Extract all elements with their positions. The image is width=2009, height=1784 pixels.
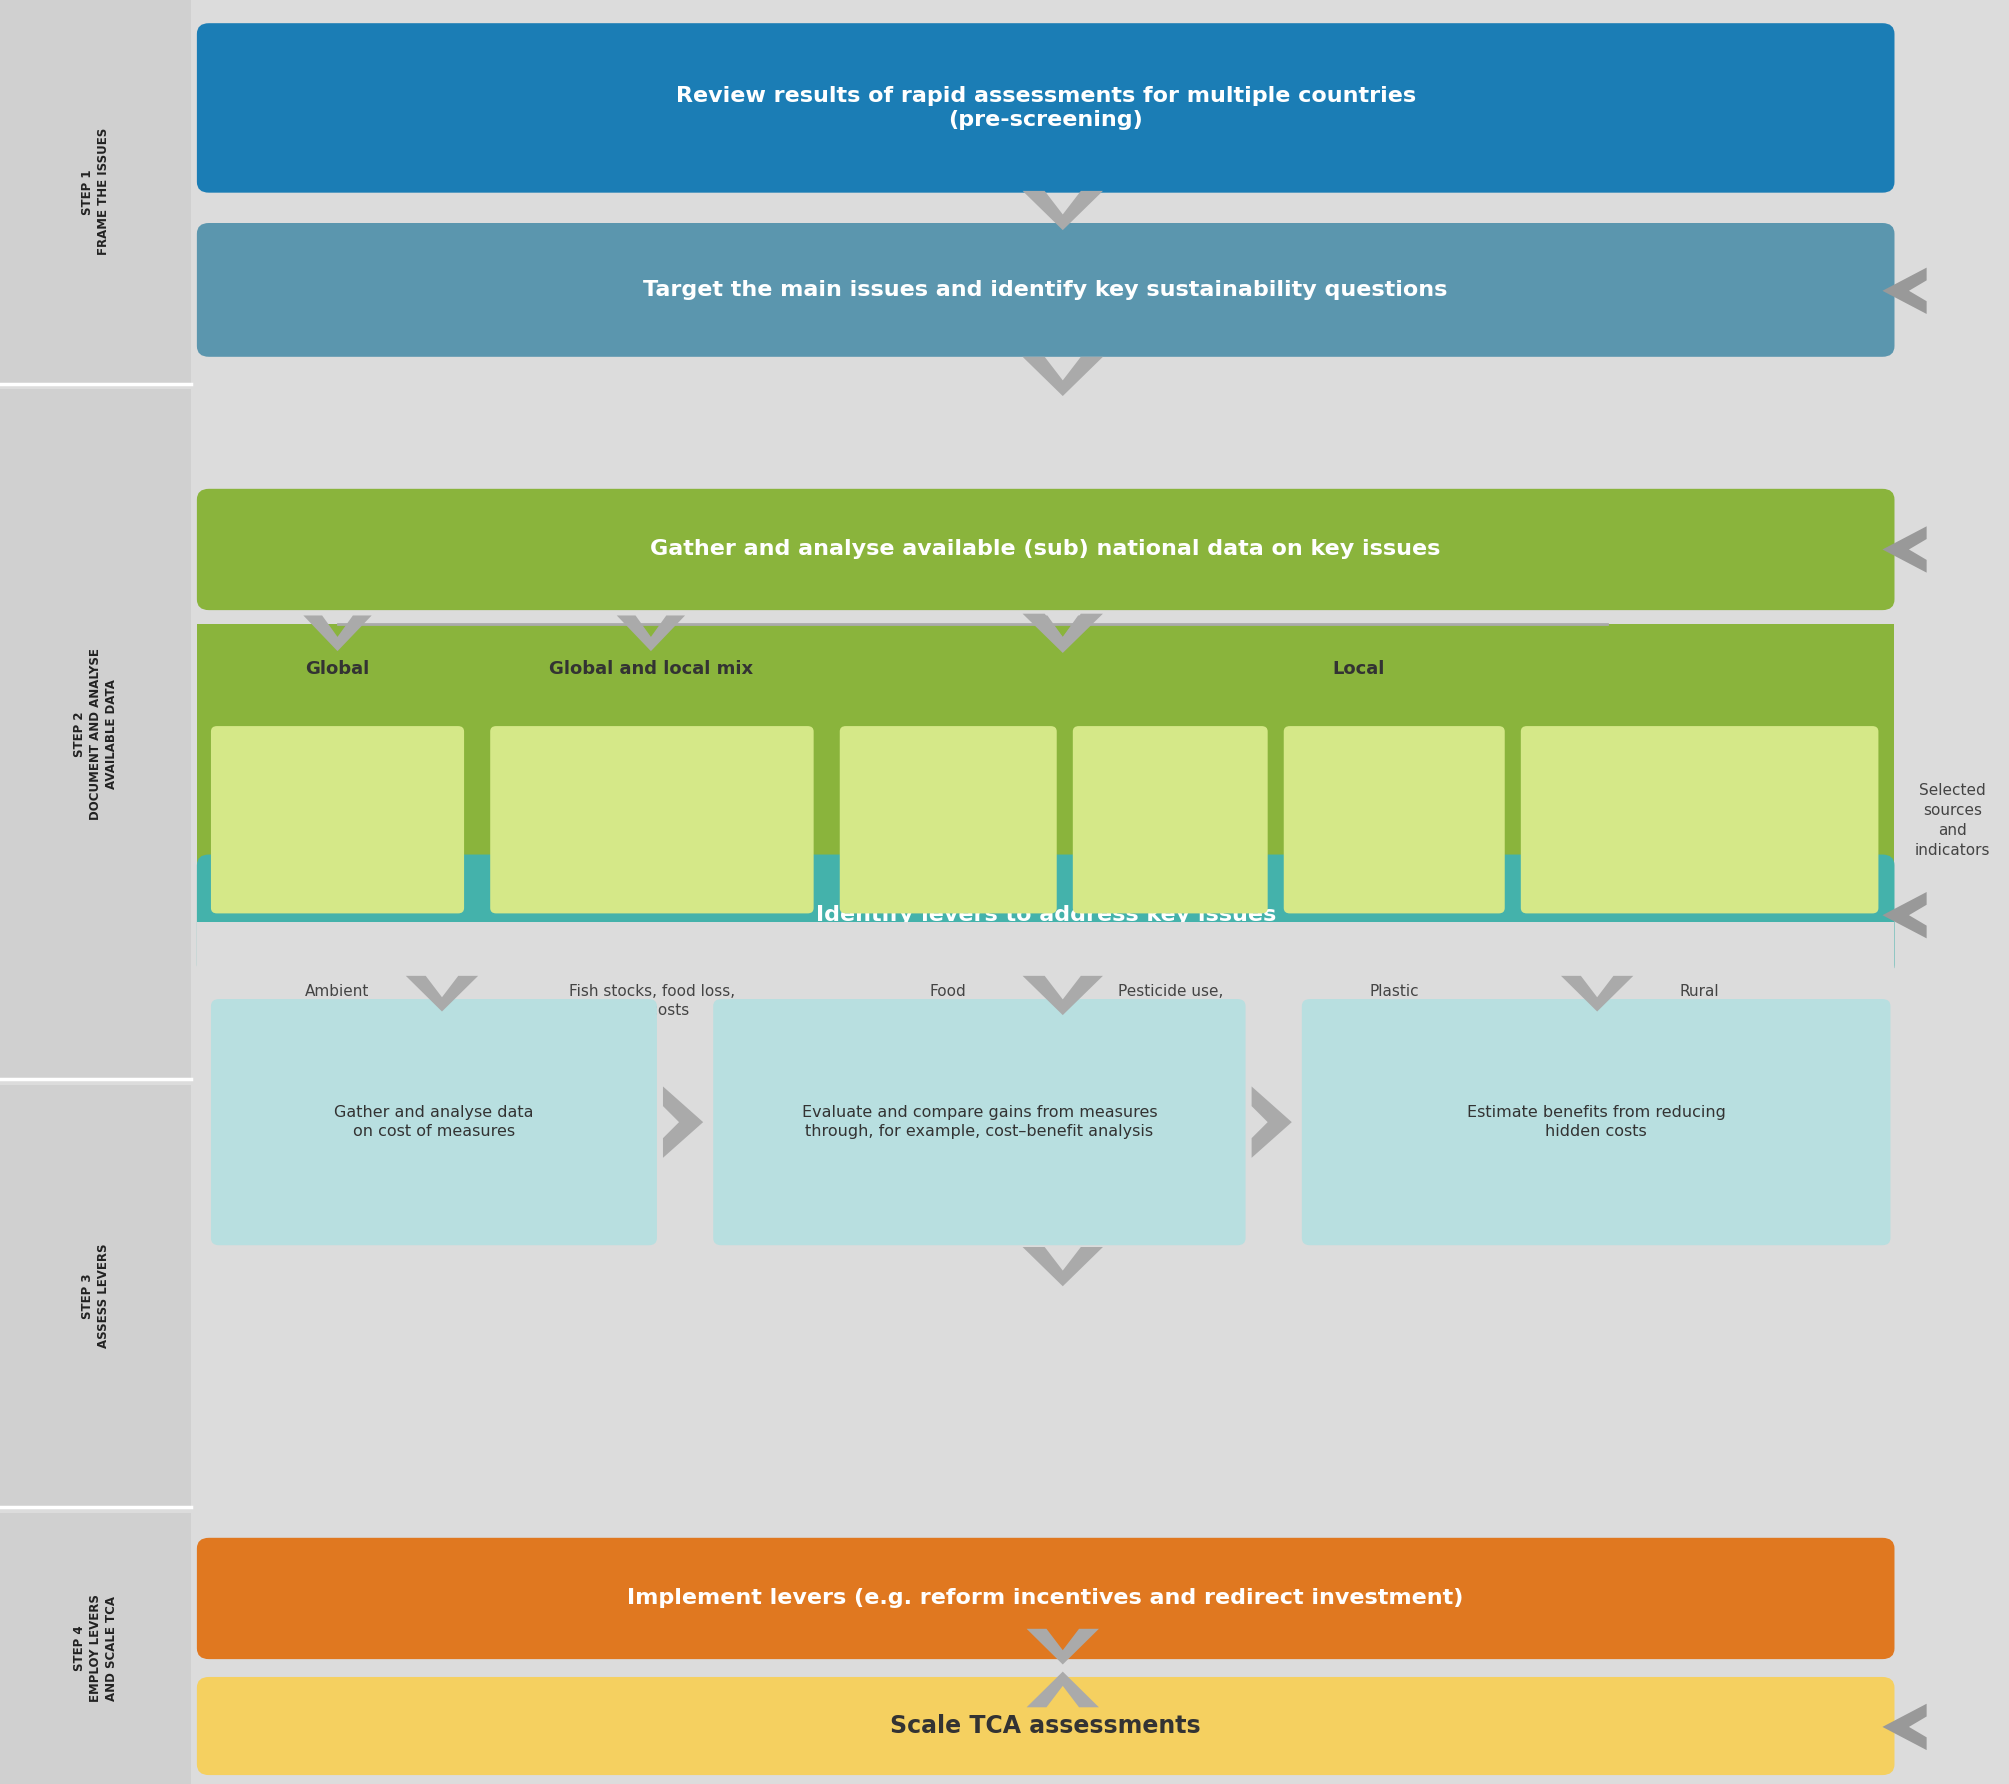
FancyBboxPatch shape xyxy=(211,726,464,913)
Text: Ministry of
agriculture: Ministry of agriculture xyxy=(904,803,992,837)
FancyBboxPatch shape xyxy=(840,726,1057,913)
Text: Rural
poverty: Rural poverty xyxy=(1669,985,1730,1017)
Text: Fish stocks, food loss,
diet costs: Fish stocks, food loss, diet costs xyxy=(569,985,735,1017)
Polygon shape xyxy=(1252,1086,1292,1158)
Text: FAO, WHO,
World Bank: FAO, WHO, World Bank xyxy=(607,803,697,837)
Polygon shape xyxy=(1023,191,1103,230)
FancyBboxPatch shape xyxy=(197,1538,1894,1659)
Text: STEP 4
EMPLOY LEVERS
AND SCALE TCA: STEP 4 EMPLOY LEVERS AND SCALE TCA xyxy=(72,1595,119,1702)
Text: Estimate benefits from reducing
hidden costs: Estimate benefits from reducing hidden c… xyxy=(1467,1106,1726,1138)
Text: Review results of rapid assessments for multiple countries
(pre-screening): Review results of rapid assessments for … xyxy=(675,86,1416,130)
Bar xyxy=(0,1513,191,1784)
Text: Global and local mix: Global and local mix xyxy=(548,660,753,678)
FancyBboxPatch shape xyxy=(1073,726,1268,913)
Text: STEP 2
DOCUMENT AND ANALYSE
AVAILABLE DATA: STEP 2 DOCUMENT AND ANALYSE AVAILABLE DA… xyxy=(72,648,119,821)
FancyBboxPatch shape xyxy=(490,726,814,913)
Polygon shape xyxy=(1561,976,1633,1012)
Text: Pesticide use,
AMR: Pesticide use, AMR xyxy=(1117,985,1223,1017)
Text: Ministry of
health: Ministry of health xyxy=(1129,803,1211,837)
FancyBboxPatch shape xyxy=(1284,726,1505,913)
FancyBboxPatch shape xyxy=(197,489,1894,610)
FancyBboxPatch shape xyxy=(197,23,1894,193)
Polygon shape xyxy=(663,1086,703,1158)
Polygon shape xyxy=(1023,1247,1103,1286)
FancyBboxPatch shape xyxy=(197,223,1894,357)
Text: Implement levers (e.g. reform incentives and redirect investment): Implement levers (e.g. reform incentives… xyxy=(627,1588,1465,1609)
Text: Ministry of
finance: Ministry of finance xyxy=(1657,803,1742,837)
Text: Scale TCA assessments: Scale TCA assessments xyxy=(890,1714,1201,1738)
Text: Plastic
pollution: Plastic pollution xyxy=(1360,985,1428,1017)
Text: STEP 1
FRAME THE ISSUES: STEP 1 FRAME THE ISSUES xyxy=(80,128,110,255)
Bar xyxy=(197,922,1894,1079)
Text: IHME: IHME xyxy=(317,812,358,828)
Text: Ministry of
environment: Ministry of environment xyxy=(1342,803,1446,837)
Text: Target the main issues and identify key sustainability questions: Target the main issues and identify key … xyxy=(643,280,1448,300)
FancyBboxPatch shape xyxy=(197,1677,1894,1775)
Bar xyxy=(1894,0,2009,1784)
Polygon shape xyxy=(1027,1672,1099,1707)
Bar xyxy=(0,1085,191,1507)
Bar xyxy=(197,624,1894,1079)
Polygon shape xyxy=(1882,526,1927,573)
Polygon shape xyxy=(1882,892,1927,938)
Polygon shape xyxy=(1882,1704,1927,1750)
Polygon shape xyxy=(617,615,685,651)
Bar xyxy=(0,389,191,1079)
Text: Evaluate and compare gains from measures
through, for example, cost–benefit anal: Evaluate and compare gains from measures… xyxy=(802,1106,1157,1138)
FancyBboxPatch shape xyxy=(1302,999,1890,1245)
FancyBboxPatch shape xyxy=(197,855,1894,976)
Text: Selected
sources
and
indicators: Selected sources and indicators xyxy=(1915,783,1991,858)
Polygon shape xyxy=(1027,1629,1099,1664)
Text: Food
waste: Food waste xyxy=(926,985,970,1017)
Text: STEP 3
ASSESS LEVERS: STEP 3 ASSESS LEVERS xyxy=(80,1243,110,1349)
Polygon shape xyxy=(1023,357,1103,396)
FancyBboxPatch shape xyxy=(713,999,1246,1245)
FancyBboxPatch shape xyxy=(1521,726,1878,913)
Text: Identify levers to address key issues: Identify levers to address key issues xyxy=(816,904,1276,926)
Polygon shape xyxy=(303,615,372,651)
Text: Global: Global xyxy=(305,660,370,678)
Bar xyxy=(0,0,191,384)
Text: Gather and analyse available (sub) national data on key issues: Gather and analyse available (sub) natio… xyxy=(651,539,1440,560)
Text: Ambient
air pollution: Ambient air pollution xyxy=(291,985,384,1017)
Polygon shape xyxy=(406,976,478,1012)
Polygon shape xyxy=(1029,615,1097,651)
Text: Gather and analyse data
on cost of measures: Gather and analyse data on cost of measu… xyxy=(333,1106,534,1138)
Polygon shape xyxy=(1882,268,1927,314)
Polygon shape xyxy=(1023,614,1103,653)
FancyBboxPatch shape xyxy=(211,999,657,1245)
Text: Local: Local xyxy=(1332,660,1384,678)
Polygon shape xyxy=(1023,976,1103,1015)
